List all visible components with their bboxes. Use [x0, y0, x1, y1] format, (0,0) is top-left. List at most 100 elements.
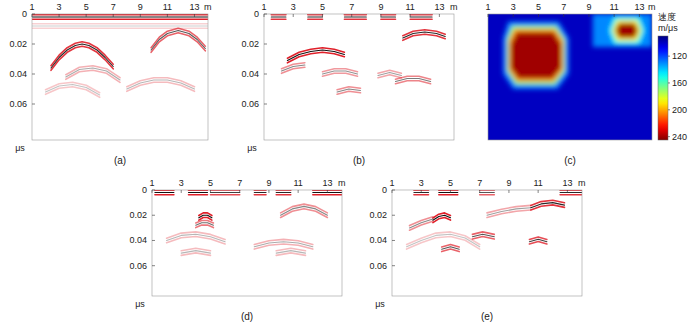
x-tick: [567, 190, 568, 193]
reflection: [308, 15, 323, 20]
reflection: [51, 42, 113, 71]
reflection-wavelet: [414, 194, 429, 196]
y-tick-label: 0.06: [241, 99, 259, 109]
x-tick: [410, 14, 411, 17]
reflection-wavelet: [313, 194, 342, 196]
x-tick-label: 1: [485, 2, 490, 12]
reflection: [337, 87, 360, 95]
y-axis-unit: μs: [375, 299, 385, 309]
reflection-wavelet: [127, 80, 195, 89]
reflection-wavelet: [32, 25, 208, 26]
x-tick-label: 9: [586, 2, 591, 12]
reflection-wavelet: [51, 42, 113, 66]
x-tick: [32, 14, 33, 17]
reflection-wavelet: [337, 91, 360, 94]
x-tick-label: 7: [111, 2, 116, 12]
y-tick-label: 0: [382, 185, 387, 195]
reflection-wavelet: [196, 223, 214, 226]
reflection: [531, 200, 565, 210]
velocity-region: [609, 17, 644, 44]
plot-frame: [152, 190, 342, 296]
reflection-wavelet: [32, 23, 208, 25]
reflection-wavelet: [46, 85, 100, 96]
x-axis-unit: m: [648, 2, 656, 12]
figure: 135791113m00.020.040.06μs(a)135791113m00…: [0, 0, 700, 329]
reflection-wavelet: [381, 18, 396, 20]
x-tick: [538, 14, 539, 17]
x-tick-label: 5: [448, 178, 453, 188]
x-tick-label: 5: [208, 178, 213, 188]
reflection-wavelet: [32, 16, 208, 17]
y-axis-unit: μs: [247, 143, 257, 153]
velocity-region: [507, 26, 565, 85]
reflection: [439, 190, 458, 195]
reflection-wavelet: [560, 192, 582, 193]
reflection-wavelet: [287, 50, 344, 61]
x-tick-label: 5: [84, 2, 89, 12]
x-tick-label: 13: [634, 2, 644, 12]
reflection-wavelet: [211, 192, 240, 193]
reflection-wavelet: [480, 194, 495, 196]
x-tick: [322, 14, 323, 17]
reflection-wavelet: [211, 194, 240, 196]
panel: 135791113m00.020.040.06μs(e): [369, 178, 585, 322]
reflection: [403, 30, 445, 41]
reflection-wavelet: [378, 75, 401, 78]
reflection-wavelet: [529, 242, 547, 245]
velocity-region: [503, 22, 569, 90]
y-tick: [32, 74, 35, 75]
reflection-wavelet: [396, 81, 431, 84]
y-tick: [152, 190, 155, 191]
reflection-wavelet: [189, 192, 208, 193]
x-tick-label: 13: [322, 178, 332, 188]
plot-frame: [488, 14, 652, 140]
y-axis-unit: μs: [15, 143, 25, 153]
y-tick: [392, 265, 395, 266]
x-tick-label: 3: [419, 178, 424, 188]
y-tick: [32, 104, 35, 105]
reflection-wavelet: [344, 16, 366, 17]
plot-frame: [264, 14, 454, 140]
reflection: [313, 190, 342, 195]
reflection: [66, 66, 120, 83]
x-tick-label: 11: [293, 178, 302, 188]
y-tick: [264, 44, 267, 45]
reflection: [189, 190, 208, 195]
y-tick-label: 0.02: [241, 39, 259, 49]
reflection-wavelet: [472, 237, 494, 240]
x-tick: [563, 14, 564, 17]
plot-background: [152, 190, 342, 296]
x-tick-label: 9: [138, 2, 143, 12]
panel: 135791113m00.020.040.06μs(b): [241, 2, 457, 166]
x-tick: [392, 190, 393, 193]
y-tick: [32, 14, 35, 15]
reflection-wavelet: [127, 82, 195, 91]
reflection-wavelet: [407, 237, 480, 250]
x-tick-label: 11: [405, 2, 414, 12]
x-tick: [439, 14, 440, 17]
reflection-wavelet: [442, 247, 460, 250]
reflection: [32, 24, 208, 29]
x-tick-label: 13: [434, 2, 444, 12]
colorbar-tick-label: 160: [672, 78, 687, 88]
reflection-wavelet: [281, 209, 328, 218]
reflection-wavelet: [276, 194, 291, 196]
colorbar-tick: [668, 136, 670, 137]
y-tick-label: 0.04: [129, 235, 147, 245]
reflection: [414, 190, 429, 195]
x-tick-label: 5: [536, 2, 541, 12]
plot-area: [152, 190, 342, 296]
x-tick: [421, 190, 422, 193]
reflection: [433, 213, 451, 223]
reflection-wavelet: [276, 251, 305, 254]
x-tick: [210, 190, 211, 193]
reflection-wavelet: [181, 251, 210, 254]
x-tick: [351, 14, 352, 17]
y-tick-label: 0.04: [9, 69, 27, 79]
velocity-region: [615, 23, 638, 38]
colorbar-tick-label: 240: [672, 132, 687, 142]
plot-background: [264, 14, 454, 140]
x-tick-label: 1: [261, 2, 266, 12]
panel: 135791113m00.020.040.06μs(a): [9, 2, 211, 166]
panel-label: (a): [114, 155, 126, 166]
